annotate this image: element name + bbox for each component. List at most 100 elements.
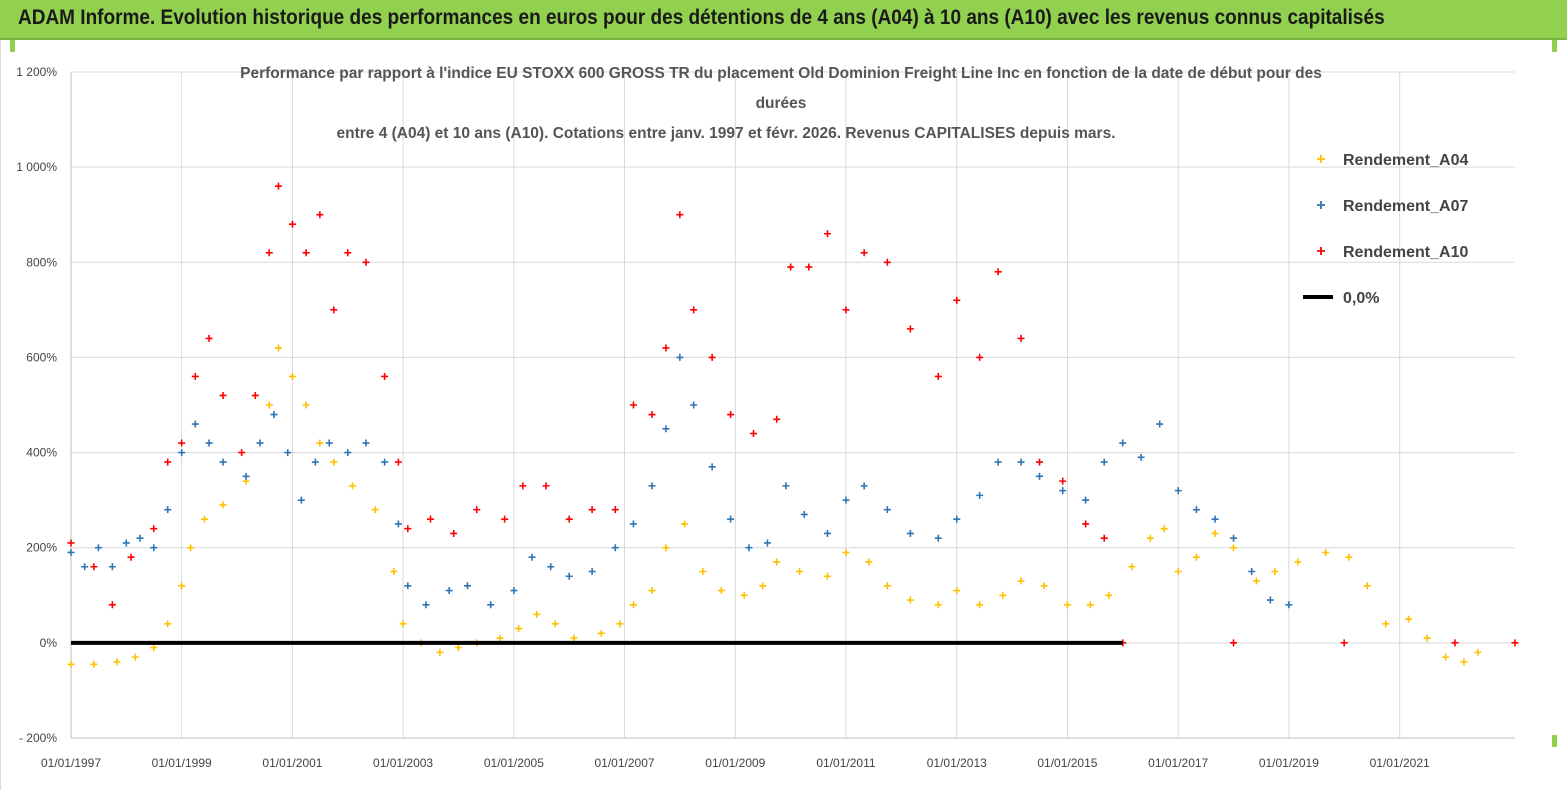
data-point-rendement_a07 [362, 439, 370, 447]
data-point-rendement_a04 [454, 644, 462, 652]
data-point-rendement_a04 [330, 458, 338, 466]
data-point-rendement_a04 [953, 587, 961, 595]
data-point-rendement_a07 [648, 482, 656, 490]
data-point-rendement_a04 [1017, 577, 1025, 585]
data-point-rendement_a07 [547, 563, 555, 571]
data-point-rendement_a07 [1266, 596, 1274, 604]
data-point-rendement_a07 [1059, 487, 1067, 495]
data-point-rendement_a04 [1271, 568, 1279, 575]
data-point-rendement_a10 [219, 391, 227, 399]
data-point-rendement_a10 [473, 506, 481, 514]
legend-swatch [1317, 247, 1325, 255]
data-point-rendement_a10 [404, 525, 412, 533]
data-point-rendement_a04 [699, 568, 707, 575]
data-point-rendement_a07 [1192, 506, 1200, 514]
data-point-rendement_a10 [191, 372, 199, 380]
data-point-rendement_a07 [81, 563, 89, 571]
data-point-rendement_a07 [763, 539, 771, 547]
data-point-rendement_a10 [629, 401, 637, 409]
data-point-rendement_a04 [842, 548, 850, 556]
data-point-rendement_a04 [1382, 620, 1390, 628]
data-point-rendement_a04 [1460, 658, 1468, 666]
data-point-rendement_a04 [551, 620, 559, 628]
data-point-rendement_a10 [750, 430, 758, 438]
data-point-rendement_a07 [1174, 487, 1182, 495]
data-point-rendement_a04 [150, 644, 158, 652]
data-point-rendement_a04 [1105, 591, 1113, 599]
data-point-rendement_a10 [727, 411, 735, 419]
data-point-rendement_a04 [1128, 563, 1136, 571]
data-point-rendement_a10 [994, 268, 1002, 276]
data-point-rendement_a10 [330, 306, 338, 314]
data-point-rendement_a10 [842, 306, 850, 314]
data-point-rendement_a10 [1340, 639, 1348, 647]
chart-title-line-1: Performance par rapport à l'indice EU ST… [240, 65, 1322, 82]
data-point-rendement_a07 [136, 534, 144, 542]
data-point-rendement_a07 [150, 544, 158, 552]
title-banner: ADAM Informe. Evolution historique des p… [0, 0, 1567, 40]
data-point-rendement_a04 [288, 372, 296, 380]
data-point-rendement_a10 [302, 249, 310, 257]
data-point-rendement_a04 [934, 601, 942, 609]
data-point-rendement_a07 [1211, 515, 1219, 523]
data-point-rendement_a04 [1442, 653, 1450, 661]
data-point-rendement_a07 [1082, 496, 1090, 504]
y-tick-label: 600% [26, 350, 57, 364]
data-point-rendement_a07 [883, 506, 891, 514]
data-point-rendement_a10 [883, 258, 891, 266]
data-point-rendement_a04 [597, 629, 605, 637]
data-point-rendement_a04 [662, 544, 670, 552]
data-point-rendement_a04 [201, 515, 209, 523]
data-point-rendement_a10 [1059, 477, 1067, 485]
data-point-rendement_a07 [445, 587, 453, 595]
data-point-rendement_a04 [274, 344, 282, 352]
data-point-rendement_a10 [238, 449, 246, 457]
data-point-rendement_a07 [510, 587, 518, 595]
data-point-rendement_a07 [297, 496, 305, 504]
data-point-rendement_a04 [999, 591, 1007, 599]
data-point-rendement_a04 [113, 658, 121, 666]
data-point-rendement_a07 [565, 572, 573, 580]
data-point-rendement_a07 [1100, 458, 1108, 466]
data-point-rendement_a04 [865, 558, 873, 566]
data-point-rendement_a10 [251, 391, 259, 399]
data-point-rendement_a04 [515, 625, 523, 633]
data-point-rendement_a04 [131, 653, 139, 661]
data-point-rendement_a07 [860, 482, 868, 490]
data-point-rendement_a07 [256, 439, 264, 447]
y-tick-label: 400% [26, 446, 57, 460]
data-point-rendement_a10 [108, 601, 116, 609]
scatter-chart: - 200% 0% 200% 400% 600% 800% 1 000% 1 200% 01/0… [16, 65, 1519, 770]
footer-corner-right [1552, 735, 1557, 747]
data-point-rendement_a10 [265, 249, 273, 257]
data-point-rendement_a04 [740, 591, 748, 599]
data-point-rendement_a04 [1063, 601, 1071, 609]
data-point-rendement_a04 [533, 610, 541, 618]
data-point-rendement_a10 [934, 372, 942, 380]
data-point-rendement_a07 [311, 458, 319, 466]
banner-corner-right [1552, 40, 1557, 52]
data-point-rendement_a04 [348, 482, 356, 490]
data-point-rendement_a04 [1363, 582, 1371, 590]
data-point-rendement_a10 [1451, 639, 1459, 647]
data-point-rendement_a04 [883, 582, 891, 590]
data-point-rendement_a04 [823, 572, 831, 580]
data-point-rendement_a07 [394, 520, 402, 528]
data-point-rendement_a07 [1036, 472, 1044, 480]
data-point-rendement_a10 [611, 506, 619, 514]
legend-label: Rendement_A10 [1343, 244, 1468, 261]
legend-swatch [1317, 155, 1325, 163]
data-point-rendement_a04 [1405, 615, 1413, 623]
data-point-rendement_a07 [284, 449, 292, 457]
data-point-rendement_a04 [436, 648, 444, 656]
x-tick-label: 01/01/1999 [152, 756, 212, 770]
data-point-rendement_a10 [67, 539, 75, 547]
legend-label: 0,0% [1343, 290, 1379, 307]
data-point-rendement_a10 [344, 249, 352, 257]
data-point-rendement_a07 [823, 529, 831, 537]
data-point-rendement_a10 [274, 182, 282, 190]
data-point-rendement_a04 [681, 520, 689, 528]
data-point-rendement_a10 [906, 325, 914, 333]
x-tick-label: 01/01/2017 [1148, 756, 1208, 770]
axis-layer: - 200% 0% 200% 400% 600% 800% 1 000% 1 200% 01/0… [16, 65, 1515, 770]
